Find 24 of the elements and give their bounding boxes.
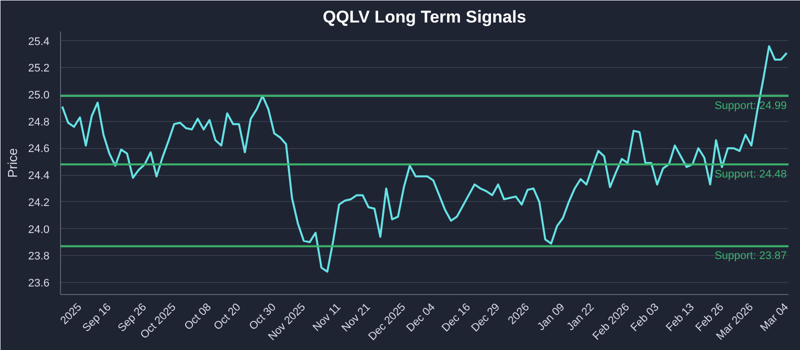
y-tick-label: 24.4 <box>28 170 50 182</box>
x-tick-label: Dec 04 <box>404 301 438 334</box>
y-tick-label: 24.8 <box>28 116 50 128</box>
y-tick-label: 25.2 <box>28 62 50 75</box>
y-tick-label: 25.0 <box>28 90 50 102</box>
line-series <box>61 45 788 273</box>
x-tick-label: Feb 03 <box>628 301 662 334</box>
x-tick-label: Mar 04 <box>758 301 791 334</box>
ref-line-label: Support: 23.87 <box>714 250 787 262</box>
y-axis-title: Price <box>5 148 20 178</box>
y-tick-label: 24.0 <box>28 224 50 236</box>
ref-line-label: Support: 24.99 <box>714 100 787 112</box>
y-tick-label: 23.6 <box>28 277 50 290</box>
ref-line-label: Support: 24.48 <box>714 168 787 180</box>
y-tick-label: 24.2 <box>28 196 50 209</box>
x-tick-label: Dec 29 <box>469 301 502 334</box>
x-tick-label: Sep 16 <box>80 301 114 334</box>
x-tick-label: Oct 08 <box>182 301 214 333</box>
x-tick-label: Oct 20 <box>212 301 244 333</box>
y-tick-label: 24.6 <box>28 143 50 156</box>
y-tick-label: 25.4 <box>28 36 50 48</box>
chart-title: QQLV Long Term Signals <box>322 8 526 26</box>
x-tick-label: Jan 09 <box>535 301 568 334</box>
y-tick-label: 23.8 <box>28 250 50 263</box>
